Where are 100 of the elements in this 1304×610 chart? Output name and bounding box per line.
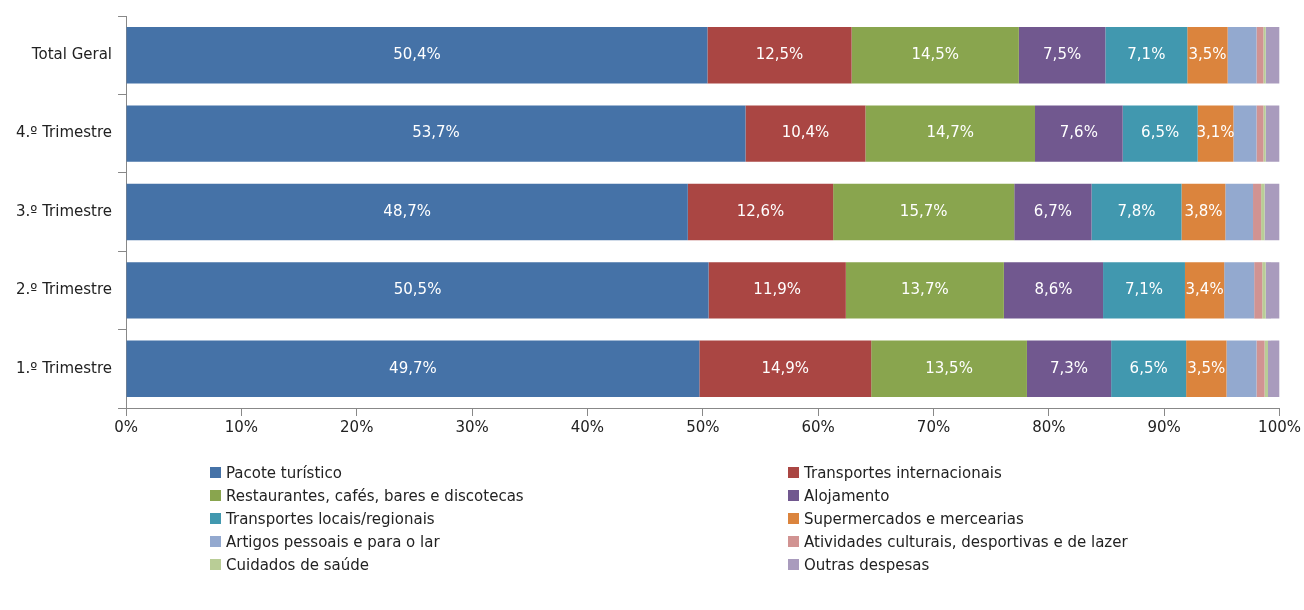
bar	[126, 183, 688, 241]
bar	[1263, 26, 1266, 84]
bar	[1254, 262, 1263, 319]
bar	[126, 105, 746, 162]
data-label: 50,5%	[393, 280, 442, 299]
bar	[1256, 340, 1265, 398]
y-tick-label: 4.º Trimestre	[16, 123, 113, 142]
x-tick-label: 20%	[340, 417, 374, 436]
data-label: 7,1%	[1124, 280, 1164, 299]
bar	[1256, 105, 1264, 162]
x-tick-label: 80%	[1032, 417, 1066, 436]
x-tick-label: 90%	[1147, 417, 1181, 436]
bar	[1268, 340, 1280, 398]
legend-label: Supermercados e mercearias	[804, 509, 1024, 528]
data-label: 14,9%	[761, 358, 810, 377]
legend-label: Pacote turístico	[226, 463, 342, 482]
bar	[1227, 26, 1257, 84]
bar	[1105, 26, 1188, 84]
y-tick-label: 2.º Trimestre	[16, 280, 113, 299]
bar	[1035, 105, 1123, 162]
data-label: 53,7%	[412, 123, 460, 142]
data-label: 13,7%	[901, 280, 949, 299]
bar	[1256, 26, 1264, 84]
x-tick-label: 100%	[1258, 417, 1301, 436]
data-label: 3,4%	[1185, 280, 1224, 299]
data-label: 3,8%	[1184, 201, 1223, 220]
bar	[865, 105, 1036, 162]
x-tick-label: 0%	[114, 417, 138, 436]
data-label: 14,7%	[926, 123, 975, 142]
data-label: 12,5%	[755, 45, 804, 64]
data-label: 49,7%	[389, 358, 437, 377]
data-label: 10,4%	[781, 123, 830, 142]
bar	[1003, 262, 1104, 319]
bar	[1265, 262, 1280, 319]
bar	[707, 26, 852, 84]
data-label: 15,7%	[899, 201, 948, 220]
y-tick-label: 3.º Trimestre	[16, 201, 113, 220]
x-tick-label: 10%	[224, 417, 259, 436]
data-label: 7,3%	[1049, 358, 1089, 377]
bar	[1253, 183, 1262, 241]
data-label: 7,1%	[1127, 45, 1166, 64]
data-label: 50,4%	[393, 45, 441, 64]
bar	[1265, 26, 1280, 84]
bar	[1263, 105, 1266, 162]
data-label: 7,8%	[1117, 201, 1156, 220]
bar	[1184, 262, 1225, 319]
legend-label: Outras despesas	[804, 555, 930, 574]
bar	[1111, 340, 1187, 398]
x-tick-label: 50%	[686, 417, 720, 436]
bar	[1233, 105, 1257, 162]
bar	[687, 183, 834, 241]
bar	[126, 26, 708, 84]
data-label: 7,5%	[1043, 45, 1082, 64]
legend-label: Artigos pessoais e para o lar	[226, 532, 440, 551]
bar	[833, 183, 1015, 241]
data-label: 3,5%	[1188, 45, 1227, 64]
x-tick-label: 40%	[570, 417, 605, 436]
bar	[1225, 183, 1254, 241]
y-tick-label: Total Geral	[30, 45, 113, 64]
data-label: 6,7%	[1033, 201, 1072, 220]
data-label: 14,5%	[911, 45, 960, 64]
data-label: 48,7%	[383, 201, 431, 220]
legend-label: Cuidados de saúde	[226, 555, 369, 574]
x-tick-label: 30%	[455, 417, 489, 436]
legend-label: Transportes locais/regionais	[226, 509, 435, 528]
data-label: 13,5%	[925, 358, 973, 377]
bar	[699, 340, 872, 398]
data-label: 6,5%	[1129, 358, 1168, 377]
data-label: 8,6%	[1034, 280, 1073, 299]
bar	[1265, 105, 1280, 162]
bar	[1091, 183, 1182, 241]
bar	[126, 340, 700, 398]
bar	[1103, 262, 1185, 319]
data-label: 12,6%	[736, 201, 785, 220]
bar	[745, 105, 866, 162]
legend-label: Atividades culturais, desportivas e de lazer	[804, 532, 1128, 551]
bar	[126, 262, 709, 319]
data-label: 6,5%	[1141, 123, 1180, 142]
bar	[1014, 183, 1092, 241]
legend-label: Restaurantes, cafés, bares e discotecas	[226, 486, 524, 505]
x-tick-label: 70%	[916, 417, 951, 436]
y-tick-label: 1.º Trimestre	[16, 358, 113, 377]
bar	[851, 26, 1019, 84]
data-label: 7,6%	[1059, 123, 1098, 142]
bar	[1018, 26, 1106, 84]
bar	[871, 340, 1027, 398]
data-label: 11,9%	[753, 280, 802, 299]
bar	[1026, 340, 1112, 398]
bar	[1226, 340, 1257, 398]
data-label: 3,5%	[1187, 358, 1226, 377]
bar	[845, 262, 1004, 319]
bar	[1224, 262, 1255, 319]
bar	[1264, 183, 1280, 241]
legend-label: Transportes internacionais	[804, 463, 1002, 482]
bar	[1262, 262, 1266, 319]
x-tick-label: 60%	[801, 417, 835, 436]
bar	[708, 262, 846, 319]
legend-label: Alojamento	[804, 486, 890, 505]
bar	[1122, 105, 1198, 162]
bar	[1187, 26, 1228, 84]
